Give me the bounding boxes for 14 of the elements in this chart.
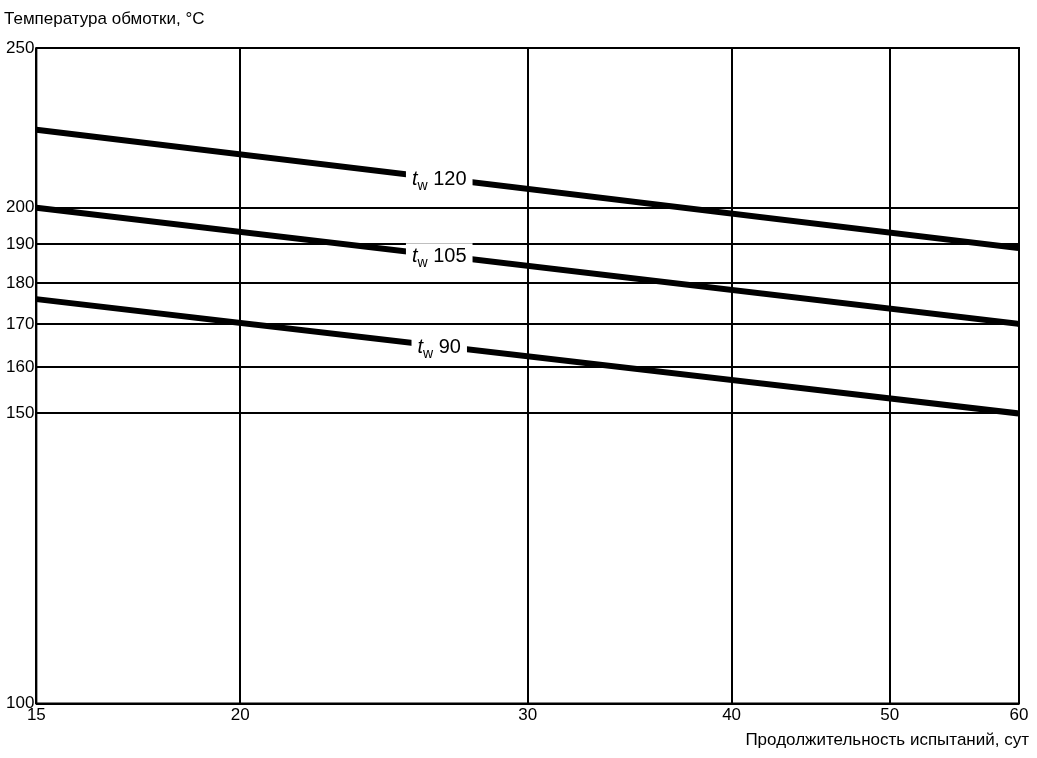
y-tick-label: 200 <box>5 197 35 217</box>
y-tick-label: 150 <box>5 403 35 423</box>
x-tick-label: 30 <box>518 705 538 725</box>
y-axis-title: Температура обмотки, °C <box>4 9 205 29</box>
x-tick-label: 20 <box>230 705 250 725</box>
x-tick-label: 40 <box>722 705 742 725</box>
x-tick-label: 50 <box>880 705 900 725</box>
y-tick-label: 190 <box>5 234 35 254</box>
y-tick-label: 180 <box>5 272 35 292</box>
y-tick-label: 160 <box>5 357 35 376</box>
y-tick-label: 170 <box>5 313 35 333</box>
x-tick-label: 60 <box>1009 705 1029 725</box>
y-tick-label: 250 <box>5 37 35 57</box>
x-axis-title: Продолжительность испытаний, сут <box>745 729 1030 749</box>
